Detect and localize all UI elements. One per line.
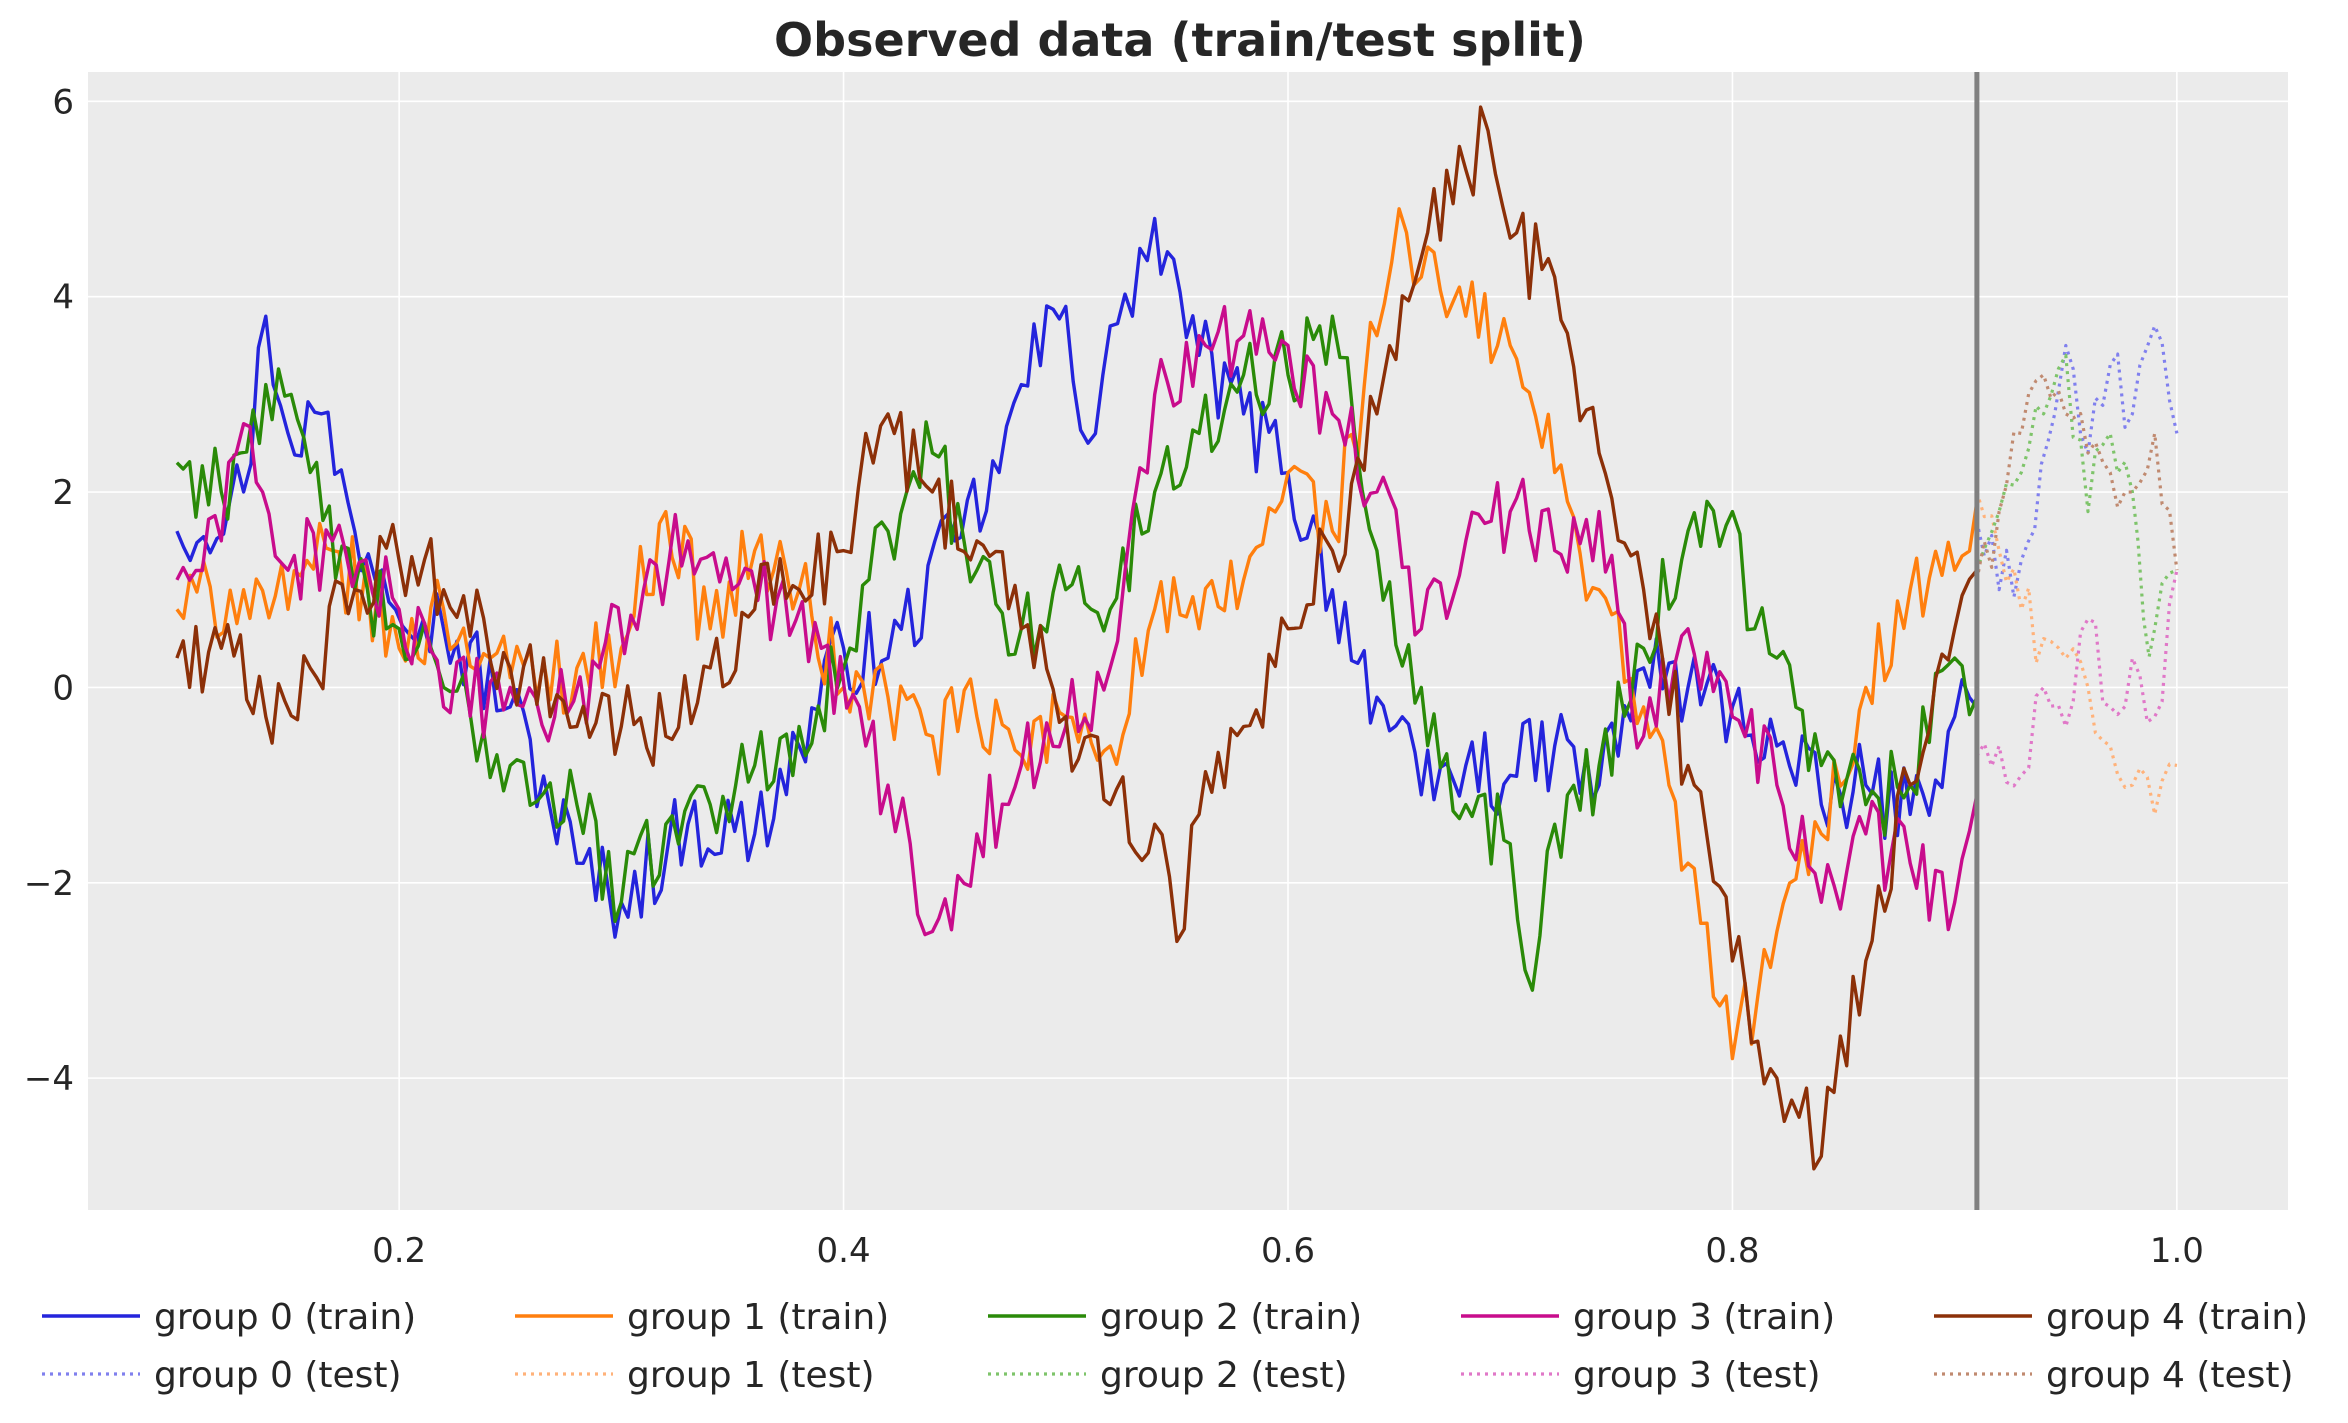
y-tick-label: −2	[24, 864, 74, 904]
x-tick-label: 0.8	[1705, 1231, 1759, 1271]
y-tick-labels: −4 −2 0 2 4 6	[24, 82, 74, 1099]
series-line-group-0-test	[1975, 324, 2179, 599]
x-tick-label: 0.4	[817, 1231, 871, 1271]
series-line-group-3-test	[1975, 569, 2179, 788]
series-line-group-2-test	[1975, 353, 2178, 659]
y-tick-label: 2	[52, 473, 74, 513]
x-tick-labels: 0.2 0.4 0.6 0.8 1.0	[372, 1231, 2204, 1271]
legend-item: group 2 (train)	[988, 1297, 1362, 1338]
series-line-group-3-train	[175, 304, 1979, 937]
y-tick-label: −4	[24, 1059, 74, 1099]
series-line-group-1-test	[1975, 491, 2178, 816]
legend-item: group 0 (test)	[42, 1355, 402, 1396]
legend-item: group 4 (train)	[1934, 1297, 2308, 1338]
legend-item: group 2 (test)	[988, 1355, 1348, 1396]
legend-label: group 3 (train)	[1573, 1297, 1835, 1338]
plot-background	[88, 72, 2288, 1210]
x-tick-label: 0.2	[372, 1231, 426, 1271]
x-tick-label: 1.0	[2150, 1231, 2204, 1271]
series-line-group-0-train	[175, 216, 1979, 939]
legend-item: group 1 (test)	[515, 1355, 875, 1396]
legend-item: group 4 (test)	[1934, 1355, 2294, 1396]
legend-item: group 3 (train)	[1461, 1297, 1835, 1338]
y-tick-label: 4	[52, 278, 74, 318]
chart-title: Observed data (train/test split)	[774, 13, 1586, 67]
legend-label: group 4 (test)	[2046, 1355, 2294, 1396]
legend-label: group 0 (train)	[154, 1297, 416, 1338]
series-line-group-2-train	[175, 314, 1979, 992]
legend-item: group 3 (test)	[1461, 1355, 1821, 1396]
legend-label: group 4 (train)	[2046, 1297, 2308, 1338]
legend-label: group 2 (train)	[1100, 1297, 1362, 1338]
series-layer	[175, 105, 2179, 1171]
x-tick-label: 0.6	[1261, 1231, 1315, 1271]
legend-label: group 0 (test)	[154, 1355, 402, 1396]
legend: group 0 (train) group 0 (test) group 1 (tr…	[42, 1297, 2308, 1396]
legend-item: group 0 (train)	[42, 1297, 416, 1338]
legend-label: group 3 (test)	[1573, 1355, 1821, 1396]
y-tick-label: 6	[52, 82, 74, 122]
legend-item: group 1 (train)	[515, 1297, 889, 1338]
series-line-group-1-train	[175, 207, 1979, 1061]
y-tick-label: 0	[52, 668, 74, 708]
legend-label: group 1 (test)	[627, 1355, 875, 1396]
series-line-group-4-test	[1975, 373, 2179, 581]
series-line-group-4-train	[175, 105, 1979, 1171]
legend-label: group 2 (test)	[1100, 1355, 1348, 1396]
legend-label: group 1 (train)	[627, 1297, 889, 1338]
